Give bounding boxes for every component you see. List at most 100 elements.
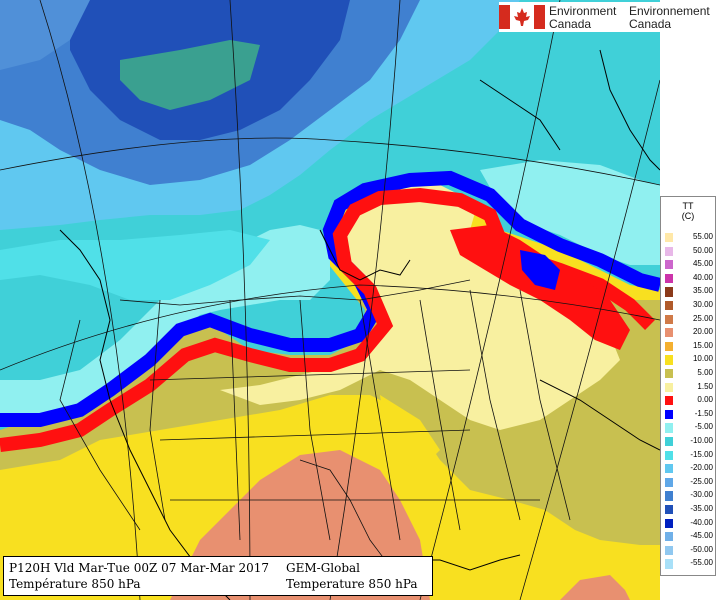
legend-swatch <box>665 505 673 515</box>
legend-swatch <box>665 233 673 243</box>
legend-entry: -15.00 <box>665 449 715 460</box>
model-label: GEM-Global <box>286 561 361 575</box>
agency-name-fr-line2: Canada <box>629 17 672 31</box>
legend-title-unit: (C) <box>681 211 695 221</box>
legend-entry: -5.00 <box>665 422 715 433</box>
color-legend: TT (C) 55.00 50.00 45.00 40.00 35.00 30.00 25.… <box>660 196 716 576</box>
legend-swatch <box>665 396 673 406</box>
legend-entry: -40.00 <box>665 517 715 528</box>
legend-entry: 0.00 <box>665 395 715 406</box>
legend-swatch <box>665 328 673 338</box>
legend-label: 25.00 <box>692 313 713 323</box>
legend-swatch <box>665 273 673 284</box>
legend-entry: 45.00 <box>665 259 715 270</box>
legend-label: 45.00 <box>692 259 713 269</box>
legend-swatch <box>665 491 673 501</box>
legend-label: 10.00 <box>692 354 713 364</box>
legend-label: -45.00 <box>690 531 713 541</box>
coastlines <box>59 49 660 600</box>
legend-swatch <box>665 423 673 433</box>
legend-swatch <box>665 287 673 297</box>
temp-zone-light-cyan-east <box>480 160 660 265</box>
legend-swatch <box>665 545 673 556</box>
legend-swatch <box>665 477 673 488</box>
legend-swatch <box>665 369 673 379</box>
legend-entry: 5.00 <box>665 368 715 379</box>
legend-title: TT (C) <box>661 201 715 221</box>
temp-zone-light-cyan <box>0 225 330 425</box>
legend-entry: 10.00 <box>665 354 715 365</box>
legend-entry: 40.00 <box>665 272 715 284</box>
legend-entry: 35.00 <box>665 286 715 297</box>
temp-band-0c-ne <box>450 225 630 350</box>
temp-zone-1p5c <box>220 185 620 430</box>
legend-entry: 15.00 <box>665 340 715 352</box>
legend-entry: 25.00 <box>665 313 715 324</box>
legend-swatch <box>665 260 673 270</box>
legend-swatch <box>665 301 673 311</box>
legend-label: -15.00 <box>690 449 713 459</box>
legend-swatch <box>665 450 673 460</box>
legend-entry: -30.00 <box>665 490 715 501</box>
temp-zone-nw <box>0 0 90 70</box>
legend-entry: -20.00 <box>665 463 715 474</box>
legend-entry: -55.00 <box>665 558 715 569</box>
legend-entry: -25.00 <box>665 476 715 488</box>
agency-logo: Environment Canada Environnement Canada <box>499 2 717 32</box>
legend-entry: -10.00 <box>665 436 715 447</box>
legend-label: -10.00 <box>690 436 713 445</box>
legend-label: 0.00 <box>697 395 713 405</box>
agency-name-en-line1: Environment <box>549 4 617 18</box>
temp-zone-10c-inner <box>380 395 440 470</box>
temperature-map <box>0 0 660 600</box>
legend-label: -55.00 <box>690 558 713 568</box>
legend-swatch <box>665 314 673 324</box>
legend-label: 15.00 <box>692 340 713 350</box>
legend-swatch <box>665 559 673 569</box>
legend-label: 20.00 <box>692 327 713 337</box>
agency-name-fr-line1: Environnement <box>629 4 710 18</box>
legend-label: -30.00 <box>690 490 713 500</box>
legend-swatch <box>665 532 673 542</box>
temp-zone-20c-small <box>560 575 630 600</box>
legend-label: -20.00 <box>690 463 713 473</box>
legend-label: -40.00 <box>690 517 713 527</box>
legend-entry: -45.00 <box>665 531 715 542</box>
canada-flag-icon <box>499 5 545 29</box>
legend-entry: 55.00 <box>665 232 715 243</box>
legend-label: -50.00 <box>690 544 713 554</box>
legend-label: 1.50 <box>697 381 713 391</box>
legend-label: 30.00 <box>692 300 713 309</box>
temp-band-blue-ne <box>520 250 560 290</box>
legend-label: -5.00 <box>694 422 713 432</box>
temp-zone-teal <box>120 40 260 110</box>
legend-label: 40.00 <box>692 272 713 282</box>
legend-swatch <box>665 382 673 392</box>
legend-entry: -50.00 <box>665 544 715 556</box>
map-boundaries <box>0 0 660 600</box>
agency-name-en-line2: Canada <box>549 17 592 31</box>
legend-swatch <box>665 437 673 447</box>
legend-label: 50.00 <box>692 245 713 255</box>
legend-label: -25.00 <box>690 476 713 486</box>
temp-zone-cyan-light-band <box>0 230 270 300</box>
valid-time-label: P120H Vld Mar-Tue 00Z 07 Mar-Mar 2017 <box>9 561 269 575</box>
legend-label: -35.00 <box>690 504 713 513</box>
legend-entry: -35.00 <box>665 504 715 515</box>
legend-swatch <box>665 518 673 528</box>
legend-label: 35.00 <box>692 286 713 296</box>
field-label-fr: Température 850 hPa <box>9 577 141 591</box>
legend-swatch <box>665 355 673 365</box>
legend-entry: 30.00 <box>665 300 715 311</box>
legend-entry: -1.50 <box>665 408 715 420</box>
legend-swatch <box>665 409 673 420</box>
legend-entry: 1.50 <box>665 381 715 392</box>
field-label-en: Temperature 850 hPa <box>286 577 418 591</box>
legend-label: 55.00 <box>692 232 713 241</box>
legend-swatch <box>665 464 673 474</box>
legend-label: -1.50 <box>694 408 713 418</box>
legend-entry: 50.00 <box>665 245 715 256</box>
legend-title-var: TT <box>682 201 694 211</box>
legend-swatch <box>665 341 673 352</box>
